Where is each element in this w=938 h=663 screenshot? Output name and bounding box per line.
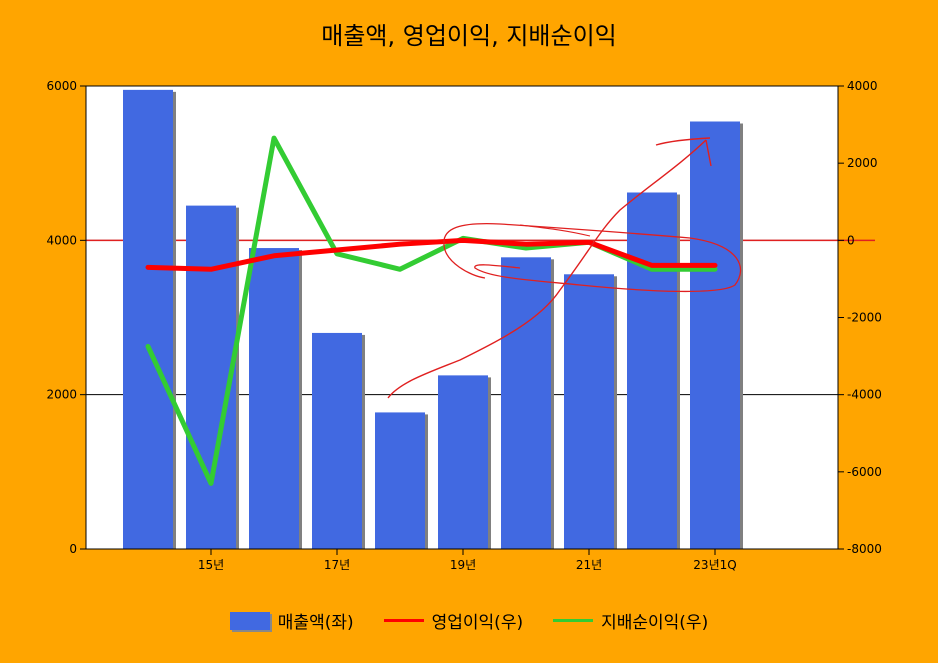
y-right-tick-label: 2000	[847, 156, 878, 170]
x-tick-label: 19년	[450, 558, 476, 572]
bar	[690, 121, 740, 549]
legend-swatch-line	[383, 619, 424, 622]
x-tick-label: 23년1Q	[693, 558, 736, 572]
y-left-tick-label: 6000	[46, 79, 77, 93]
legend-label: 지배순이익(우)	[601, 613, 709, 633]
series-line	[145, 237, 718, 272]
y-right-tick-label: 4000	[847, 79, 878, 93]
bar	[312, 332, 362, 549]
bar	[564, 274, 614, 549]
bar	[186, 205, 236, 549]
y-left-tick-label: 0	[69, 542, 77, 556]
x-tick-label: 17년	[324, 558, 350, 572]
legend-item-sales: 매출액(좌)	[229, 608, 354, 633]
y-right-tick-label: -6000	[847, 465, 882, 479]
bar-layer	[123, 89, 743, 550]
legend-label: 영업이익(우)	[431, 613, 524, 633]
legend-label: 매출액(좌)	[277, 613, 354, 633]
legend-swatch-line	[553, 619, 594, 622]
axis-layer: 0 2000 4000 6000 -8000 -6000 -4000 -2000 0 2000 40…	[46, 79, 881, 572]
y-right-tick-label: -4000	[847, 388, 882, 402]
x-tick-label: 21년	[576, 558, 602, 572]
y-right-tick-label: 0	[847, 233, 855, 247]
y-right-tick-label: -8000	[847, 542, 882, 556]
bar	[501, 257, 551, 549]
bar	[249, 248, 299, 550]
y-right-tick-label: -2000	[847, 311, 882, 325]
legend-swatch-bar	[229, 611, 270, 630]
x-tick-label: 15년	[198, 558, 224, 572]
chart-title: 매출액, 영업이익, 지배순이익	[321, 22, 617, 50]
handwritten-annotation	[387, 137, 742, 399]
bar	[123, 89, 173, 549]
bar	[375, 412, 425, 549]
y-left-tick-label: 4000	[46, 233, 77, 247]
bar	[627, 192, 677, 550]
bar	[438, 375, 488, 549]
line-layer	[145, 135, 718, 486]
legend-item-net-profit: 지배순이익(우)	[553, 608, 708, 633]
y-left-tick-label: 2000	[46, 388, 77, 402]
legend: 매출액(좌) 영업이익(우) 지배순이익(우)	[0, 608, 938, 633]
legend-item-operating-profit: 영업이익(우)	[383, 608, 524, 633]
